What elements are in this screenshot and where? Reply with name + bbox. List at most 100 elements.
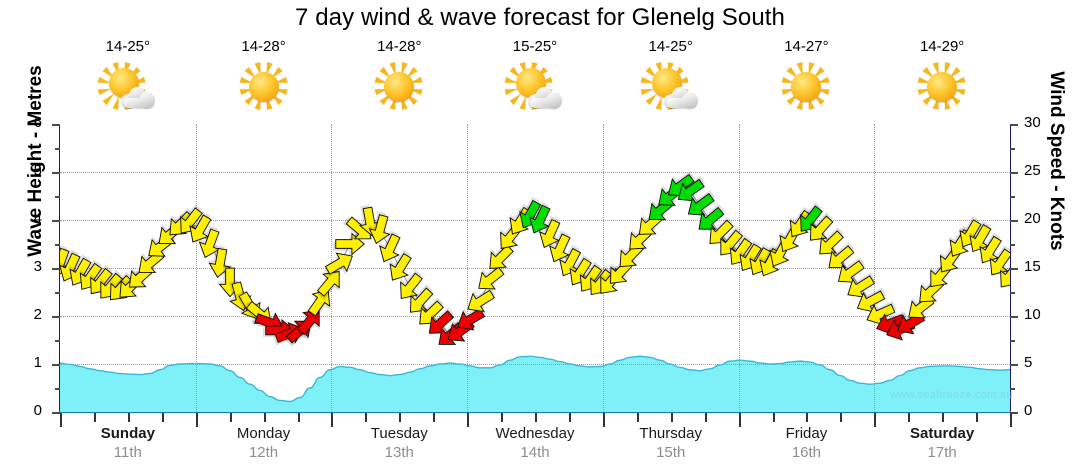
wind-arrow xyxy=(400,269,423,300)
x-axis-tick xyxy=(806,413,809,422)
wind-arrow xyxy=(548,230,571,263)
sun-icon xyxy=(915,60,969,114)
cloud-puff xyxy=(665,98,697,108)
x-axis-tick xyxy=(942,413,945,422)
x-axis-line xyxy=(59,411,1011,413)
y-minor-tick-left xyxy=(55,292,60,294)
day-date: 11th xyxy=(113,444,142,461)
wind-arrow-glyph xyxy=(548,233,571,263)
y-tick-label-right: 20 xyxy=(1024,210,1041,227)
day-label-saturday: Saturday 17th xyxy=(874,424,1010,463)
wind-arrow xyxy=(389,249,412,281)
day-name: Wednesday xyxy=(495,425,575,442)
y-minor-tick-right xyxy=(1010,148,1015,150)
sun-disc xyxy=(384,72,415,102)
day-label-monday: Monday 12th xyxy=(196,424,332,463)
x-axis-tick xyxy=(365,413,368,422)
x-axis-tick xyxy=(1010,413,1012,427)
wind-arrow xyxy=(809,212,834,241)
wind-arrow-glyph xyxy=(969,224,992,253)
wind-arrow xyxy=(324,252,353,278)
y-minor-tick-right xyxy=(1010,292,1015,294)
day-label-tuesday: Tuesday 13th xyxy=(331,424,467,463)
y-tick-label-left: 6 xyxy=(33,114,42,131)
day-header-friday: 14-27° xyxy=(739,38,875,114)
x-axis-tick xyxy=(874,413,877,427)
y-tick-label-right: 10 xyxy=(1024,306,1041,323)
x-axis-tick xyxy=(535,413,537,422)
y-minor-tick-left xyxy=(55,244,60,246)
y-minor-tick-right xyxy=(1010,388,1015,390)
x-axis-tick xyxy=(331,413,334,427)
x-axis-tick xyxy=(399,413,402,422)
wind-arrow xyxy=(687,190,716,216)
day-header-monday: 14-28° xyxy=(196,38,332,114)
day-header-sunday: 14-25° xyxy=(60,38,196,114)
day-header-strip: 14-25° 14-28° 14-28° 15-25° 14-25° 14-27° 14-2… xyxy=(60,38,1010,124)
wind-arrow xyxy=(538,216,561,249)
temperature-range: 14-28° xyxy=(241,38,286,55)
x-axis-tick xyxy=(704,413,707,422)
x-axis-tick xyxy=(636,413,639,422)
y-minor-tick-right xyxy=(1010,340,1015,342)
y-tick-left xyxy=(52,220,60,222)
wind-arrow-glyph xyxy=(324,252,353,275)
gridline-vertical xyxy=(874,124,876,412)
x-axis-tick xyxy=(263,413,266,422)
x-axis-tick xyxy=(127,413,130,422)
x-axis-tick xyxy=(840,413,843,422)
y-minor-tick-left xyxy=(55,340,60,342)
gridline-vertical xyxy=(602,124,604,412)
x-axis-tick xyxy=(976,413,979,422)
wind-arrow-glyph xyxy=(389,252,412,281)
gridline-vertical xyxy=(195,124,197,412)
y-tick-label-left: 4 xyxy=(33,210,42,227)
temperature-range: 14-28° xyxy=(377,38,422,55)
wind-arrow-glyph xyxy=(989,248,1010,276)
day-date: 17th xyxy=(927,444,957,461)
y-minor-tick-left xyxy=(55,196,60,198)
day-date: 16th xyxy=(791,444,822,461)
wind-arrow xyxy=(828,242,855,269)
wind-arrow xyxy=(528,201,551,234)
wind-arrow-glyph xyxy=(378,233,401,263)
x-axis-tick xyxy=(602,413,605,427)
x-axis-tick xyxy=(501,413,504,422)
sun-cloud-icon xyxy=(97,60,155,114)
wind-arrow-glyph xyxy=(478,266,505,290)
temperature-range: 14-29° xyxy=(919,38,965,55)
forecast-plot xyxy=(60,124,1010,412)
wind-arrow xyxy=(207,245,232,278)
y-minor-tick-right xyxy=(1010,244,1015,246)
y-tick-label-left: 5 xyxy=(33,162,42,179)
x-axis-tick xyxy=(908,413,911,422)
wind-arrow-glyph xyxy=(1000,261,1010,288)
x-axis-tick xyxy=(229,413,232,422)
y-tick-label-left: 3 xyxy=(33,258,42,275)
y-tick-label-right: 25 xyxy=(1024,162,1041,179)
wind-arrow-layer xyxy=(60,170,1010,347)
wind-arrow xyxy=(559,244,582,277)
x-axis-tick xyxy=(670,413,673,422)
cloud-puff xyxy=(122,98,154,108)
y-tick-right xyxy=(1010,220,1018,222)
y-tick-label-left: 0 xyxy=(33,402,42,419)
wind-arrow-glyph xyxy=(368,214,391,245)
y-tick-right xyxy=(1010,124,1018,126)
wind-arrow xyxy=(1000,258,1010,288)
y-tick-right xyxy=(1010,316,1018,318)
y-tick-right xyxy=(1010,268,1018,270)
gridline-horizontal xyxy=(60,364,1010,365)
gridline-vertical xyxy=(738,124,740,412)
wind-arrow-glyph xyxy=(828,245,855,269)
gridline-vertical xyxy=(467,124,469,412)
wind-arrow-glyph xyxy=(208,247,232,278)
x-axis-tick xyxy=(60,413,62,427)
gridline-horizontal xyxy=(60,316,1010,317)
y-tick-right xyxy=(1010,364,1018,366)
y-tick-left xyxy=(52,316,60,318)
sun-disc xyxy=(927,72,958,102)
wind-arrow xyxy=(866,300,897,326)
wind-arrow-glyph xyxy=(819,230,844,255)
y-tick-right xyxy=(1010,172,1018,174)
